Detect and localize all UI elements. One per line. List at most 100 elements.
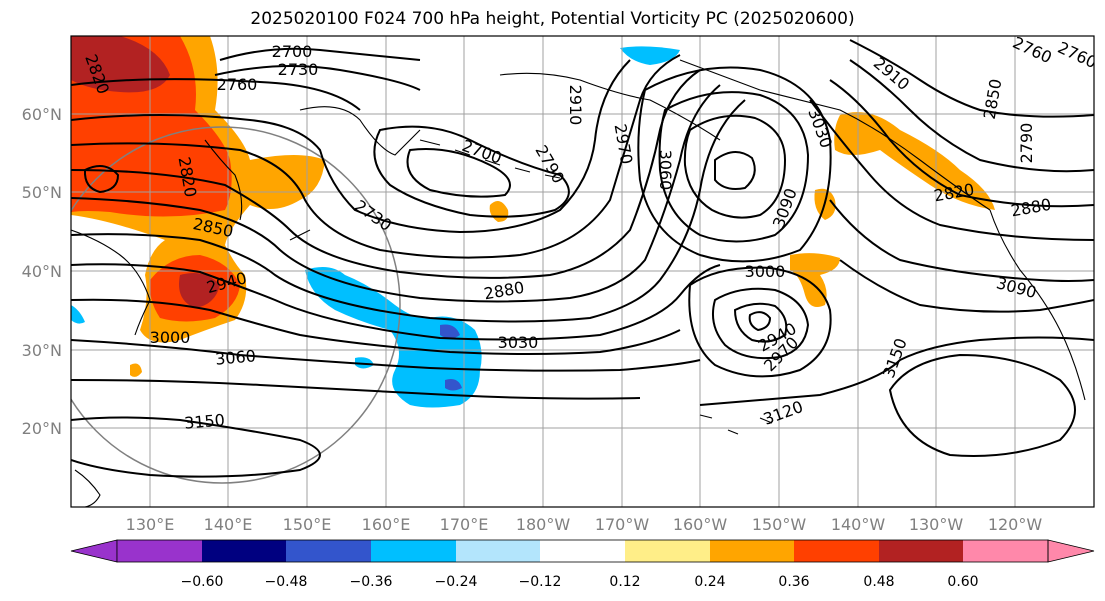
contour-2700	[219, 47, 421, 61]
coast-aleutians	[419, 139, 561, 179]
contour-label: 2760	[1055, 38, 1100, 72]
lon-label-150e: 150°E	[283, 515, 332, 534]
colorbar-segment	[879, 540, 963, 562]
contour-low-pacific-outer	[688, 266, 832, 378]
coast-alaska	[499, 59, 991, 211]
colorbar-tick: 0.12	[609, 574, 640, 590]
colorbar-tick: 0.60	[947, 574, 978, 590]
lon-label-130e: 130°E	[126, 515, 175, 534]
pv-negative-region-main	[305, 266, 482, 408]
contour-label: 3030	[498, 333, 539, 352]
contour-label: 3060	[214, 346, 256, 368]
lon-label-170w: 170°W	[595, 515, 650, 534]
lat-label-30n: 30°N	[22, 341, 62, 360]
map-frame	[70, 35, 1095, 508]
pv-negative-region-mid2	[445, 379, 462, 391]
contour-labels: 2700 2730 2760 2820 2820 2850 2940 3000 …	[81, 33, 1100, 433]
coast-asia	[71, 139, 311, 336]
lon-label-170e: 170°E	[440, 515, 489, 534]
colorbar-tick: −0.60	[181, 574, 224, 590]
lon-label-140e: 140°E	[204, 515, 253, 534]
contour-label: 2700	[272, 42, 313, 61]
colorbar-segment	[625, 540, 710, 562]
colorbar-extend-left	[70, 539, 118, 563]
lon-label-180w: 180°W	[516, 515, 571, 534]
contour-3150	[71, 416, 321, 478]
coast-philippines	[74, 469, 101, 507]
contour-label: 2700	[460, 136, 505, 168]
colorbar-segment	[540, 540, 625, 562]
colorbar-tick: −0.48	[265, 574, 308, 590]
contour-label: 3030	[804, 106, 836, 151]
colorbar-segment	[710, 540, 794, 562]
contour-label: 3000	[150, 328, 191, 347]
colorbar-segment	[202, 540, 286, 562]
contour-high-gulf-outer	[637, 66, 832, 263]
contour-e6	[839, 259, 1094, 313]
pv-negative-region-left	[71, 305, 85, 324]
coast-namerica	[989, 209, 1086, 401]
lat-label-20n: 20°N	[22, 419, 62, 438]
contour-w6	[71, 263, 721, 341]
lon-label-150w: 150°W	[752, 515, 807, 534]
lon-label-120w: 120°W	[988, 515, 1043, 534]
contour-label: 2730	[278, 60, 319, 79]
contour-w5	[71, 99, 746, 323]
contour-low-pacific-2	[712, 287, 810, 360]
contour-w1	[71, 59, 631, 234]
contour-2760	[71, 78, 361, 111]
contour-high-gulf-inner	[714, 151, 756, 190]
contour-low-pacific-3	[733, 302, 788, 343]
colorbar-tick: −0.24	[435, 574, 478, 590]
contour-label: 2910	[870, 53, 913, 94]
contour-label: 2910	[566, 85, 585, 126]
contour-high-east	[888, 353, 1076, 457]
colorbar-tick: −0.36	[350, 574, 393, 590]
colorbar-segment	[794, 540, 879, 562]
colorbar-segment	[963, 540, 1048, 562]
lat-label-50n: 50°N	[22, 183, 62, 202]
colorbar-tick: 0.48	[863, 574, 894, 590]
contour-e5	[829, 199, 1094, 282]
contour-e1	[849, 39, 1094, 118]
colorbar-outline	[116, 539, 1049, 563]
contour-label: 3120	[761, 397, 806, 429]
pv-positive-region-small2	[790, 253, 840, 308]
contour-label: 3060	[656, 150, 675, 191]
colorbar-segment	[371, 540, 456, 562]
pv-negative-region-mid1	[440, 324, 460, 339]
contour-label: 3150	[183, 410, 225, 432]
contour-label: 2790	[531, 142, 568, 187]
pv-positive-region-nw-high	[71, 36, 170, 93]
contour-high-gulf-2	[658, 91, 810, 243]
contour-high-gulf-3	[683, 114, 787, 219]
lon-labels: 130°E 140°E 150°E 160°E 170°E 180°W 170°…	[126, 515, 1043, 534]
contour-w-small	[83, 165, 120, 194]
colorbar-tick: 0.36	[778, 574, 809, 590]
coast-hawaii	[699, 414, 773, 435]
lon-label-130w: 130°W	[909, 515, 964, 534]
lon-label-160w: 160°W	[673, 515, 728, 534]
contour-label: 2970	[611, 122, 637, 165]
pv-positive-region-small4	[130, 363, 142, 377]
colorbar: −0.60 −0.48 −0.36 −0.24 −0.12 0.12 0.24 …	[70, 539, 1095, 590]
contour-label: 2760	[1010, 33, 1055, 67]
colorbar-extend-right	[1047, 539, 1095, 563]
contour-low-bering-inner	[406, 148, 511, 198]
lat-label-60n: 60°N	[22, 105, 62, 124]
contour-e4	[809, 99, 1094, 241]
contour-label: 2730	[351, 196, 395, 235]
contour-e3	[829, 79, 1094, 208]
contour-low-bering	[373, 125, 570, 218]
lat-labels: 60°N 50°N 40°N 30°N 20°N	[22, 105, 62, 438]
contour-w3	[71, 69, 701, 279]
colorbar-segment	[286, 540, 371, 562]
contour-label: 2880	[1009, 195, 1052, 221]
height-contours	[71, 39, 1094, 478]
pv-negative-region-top	[620, 46, 680, 65]
contour-label: 2760	[217, 75, 258, 94]
colorbar-segment	[117, 540, 202, 562]
contour-e2	[849, 59, 1094, 173]
contour-label: 2880	[482, 278, 525, 304]
lat-label-40n: 40°N	[22, 262, 62, 281]
